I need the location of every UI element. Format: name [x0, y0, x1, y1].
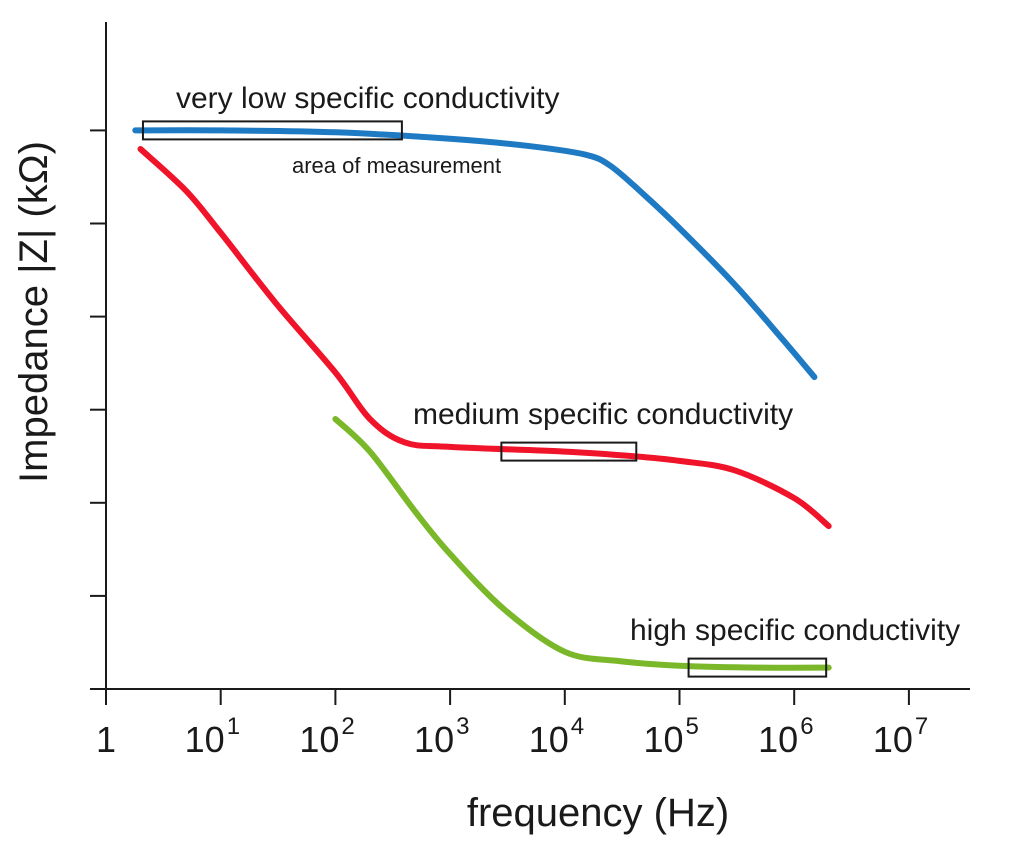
- x-tick-exponent-3: 3: [456, 713, 469, 740]
- x-tick-exponent-4: 4: [571, 713, 584, 740]
- x-tick-label-6: 10: [758, 719, 798, 760]
- x-axis-title: frequency (Hz): [467, 791, 729, 835]
- x-tick-exponent-7: 7: [915, 713, 928, 740]
- series-line-very-low: [132, 127, 818, 381]
- x-tick-exponent-6: 6: [800, 713, 813, 740]
- series-line-medium: [137, 146, 832, 530]
- x-tick-label-3: 10: [414, 719, 454, 760]
- x-tick-label-2: 10: [299, 719, 339, 760]
- series-group: [132, 127, 832, 671]
- measurement-box-high: [687, 657, 828, 678]
- annotation-medium: medium specific conductivity: [413, 398, 793, 431]
- measurement-box-medium: [500, 441, 638, 462]
- x-tick-label-0: 1: [96, 719, 116, 760]
- series-line-high: [332, 416, 832, 671]
- annotation-high: high specific conductivity: [630, 614, 960, 647]
- x-tick-label-1: 10: [185, 719, 225, 760]
- axes: [90, 22, 970, 690]
- annotation-very-low: very low specific conductivity: [176, 82, 559, 115]
- y-ticks: [90, 129, 106, 597]
- x-tick-label-7: 10: [873, 719, 913, 760]
- measurement-box-very-low: [141, 120, 403, 141]
- x-tick-labels: 1 10 1 10 2 10 3 10 4 10 5 10 6 10 7: [96, 713, 928, 760]
- x-tick-exponent-2: 2: [341, 713, 354, 740]
- x-ticks: [105, 689, 910, 705]
- measurement-boxes: [141, 120, 828, 678]
- x-tick-label-5: 10: [643, 719, 683, 760]
- x-tick-exponent-5: 5: [686, 713, 699, 740]
- x-tick-exponent-1: 1: [227, 713, 240, 740]
- annotation-area-of-measurement: area of measurement: [292, 153, 501, 178]
- x-tick-label-4: 10: [529, 719, 569, 760]
- y-axis-title: Impedance |Z| (kΩ): [12, 141, 56, 483]
